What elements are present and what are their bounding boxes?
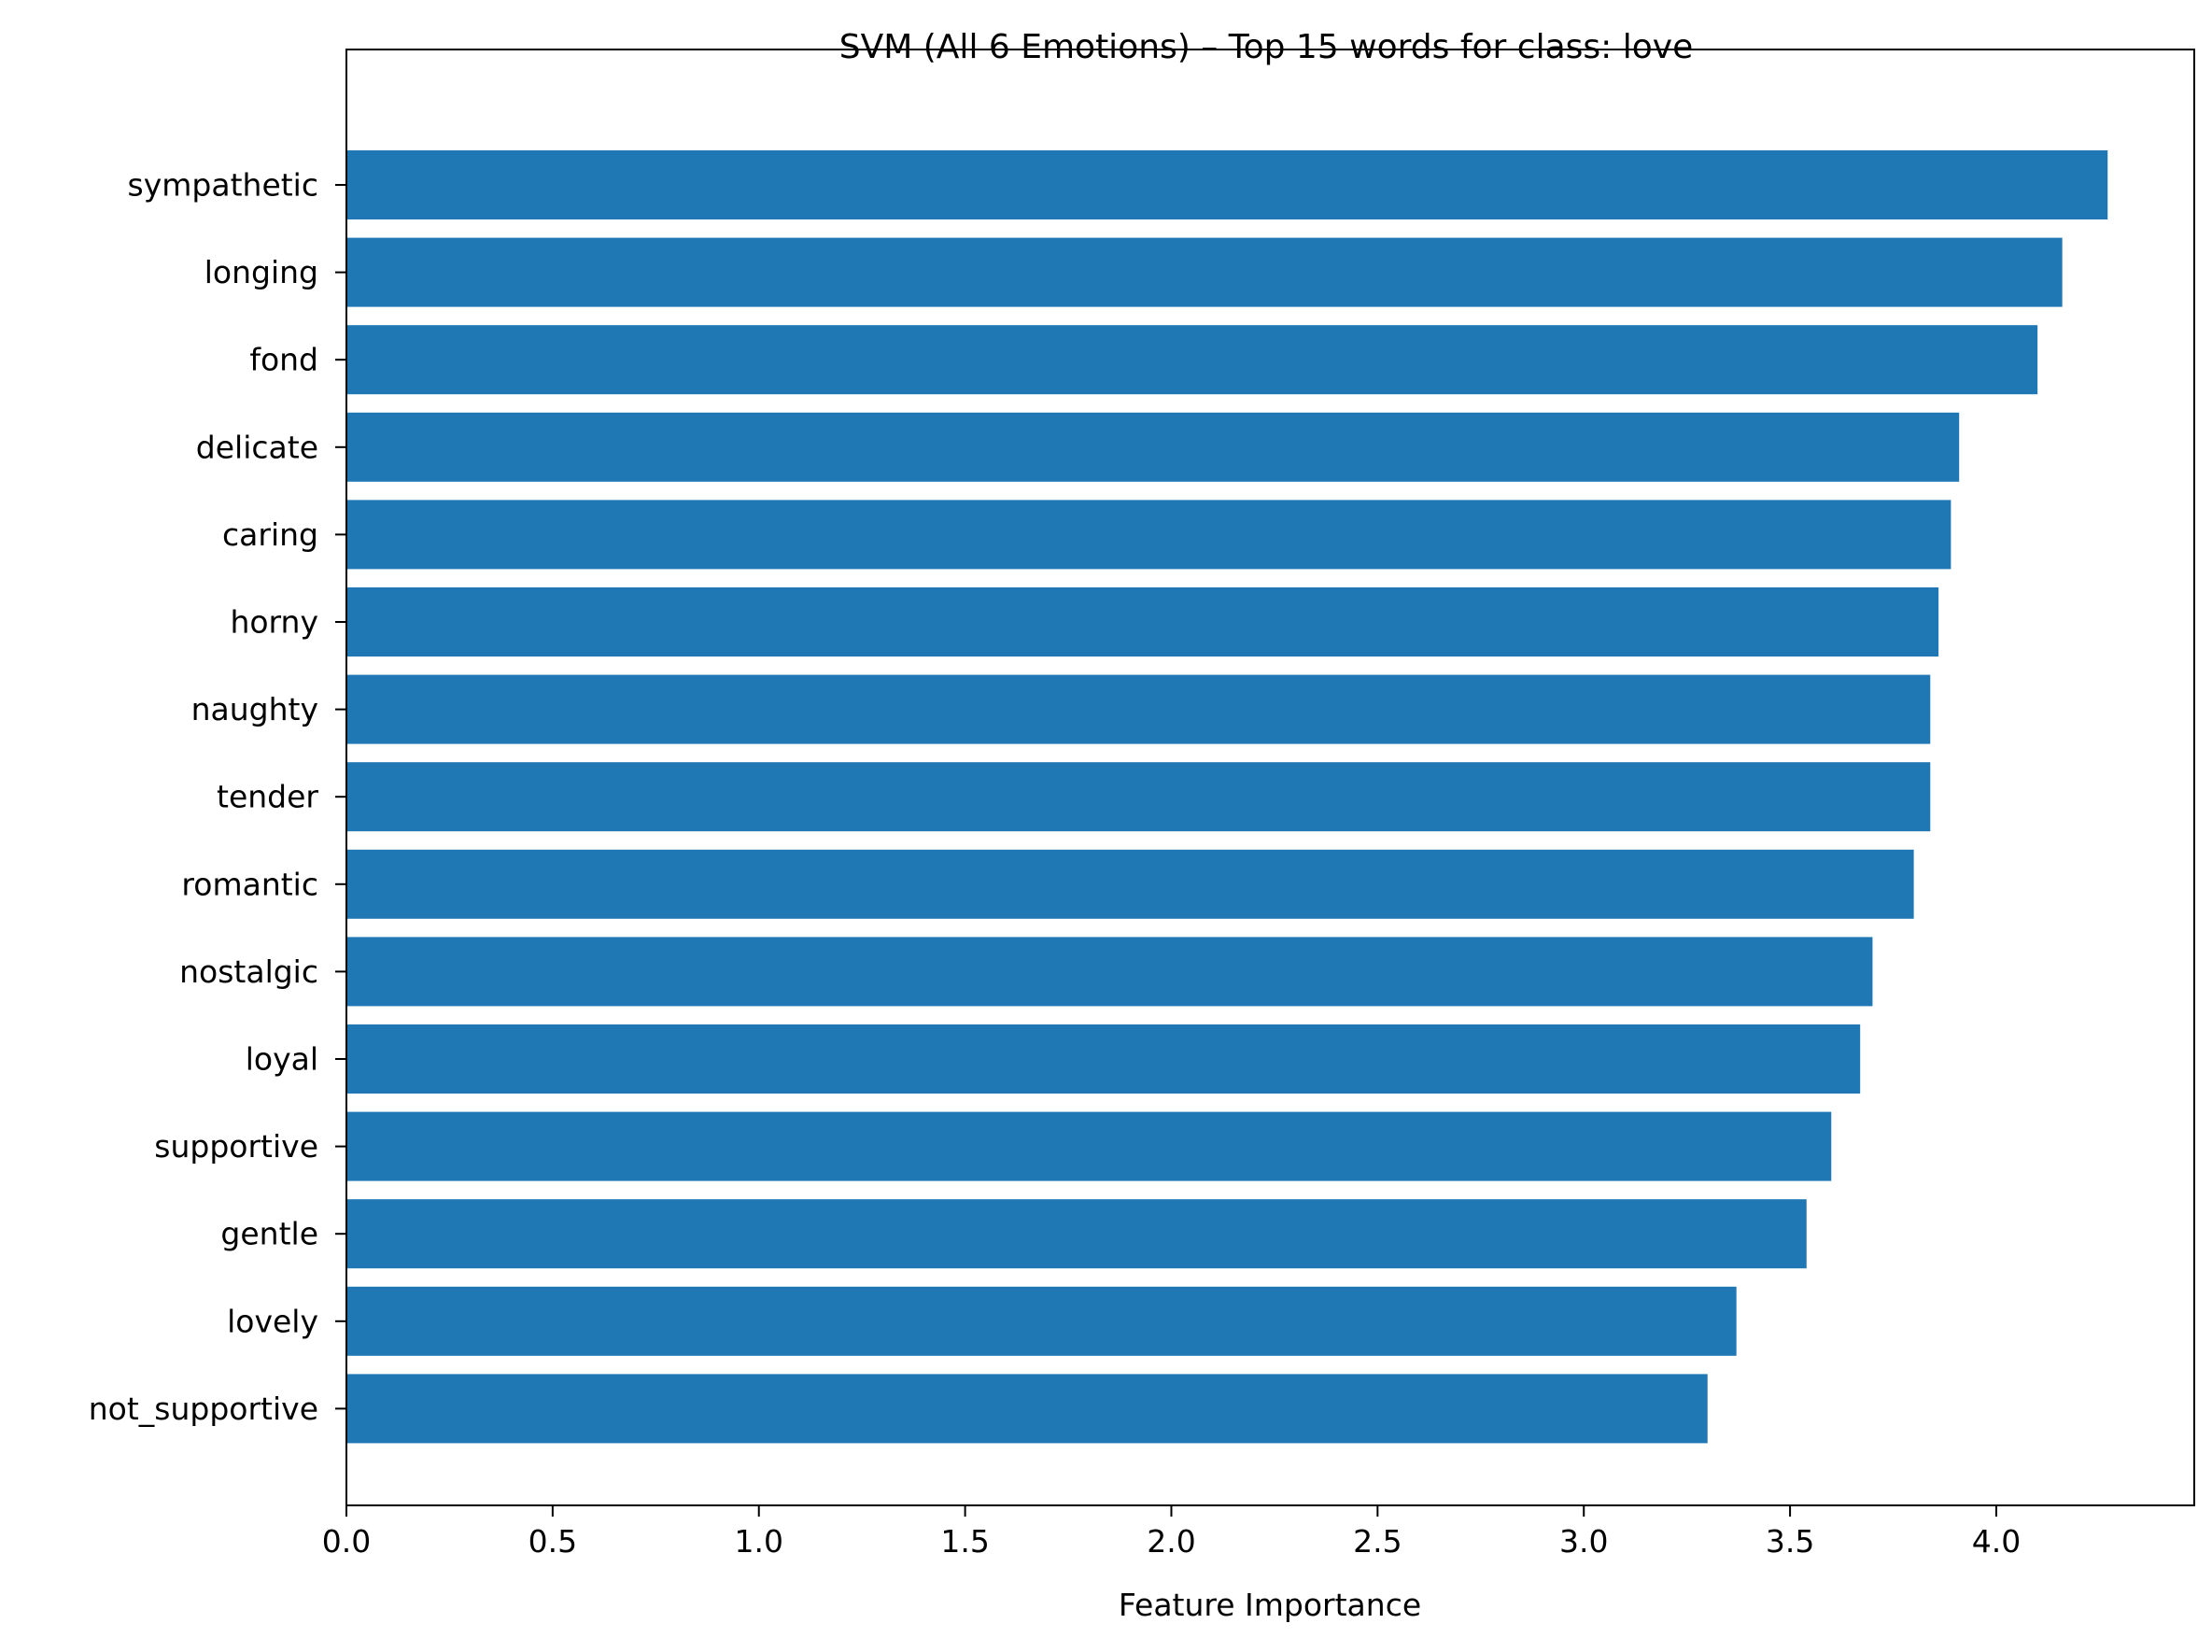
chart-title: SVM (All 6 Emotions) – Top 15 words for …: [839, 28, 1693, 66]
y-tick-label: sympathetic: [128, 167, 318, 204]
bar-tender: [346, 762, 1931, 832]
bar-naughty: [346, 674, 1931, 744]
y-tick-label: not_supportive: [89, 1391, 318, 1427]
x-tick-label: 1.0: [734, 1523, 782, 1560]
x-tick-label: 3.5: [1766, 1523, 1814, 1560]
y-tick-label: supportive: [154, 1128, 318, 1165]
bar-delicate: [346, 412, 1960, 482]
bar-longing: [346, 237, 2063, 307]
y-tick-label: tender: [217, 779, 318, 815]
y-tick-label: naughty: [191, 691, 318, 727]
x-tick-label: 0.0: [322, 1523, 371, 1560]
bar-supportive: [346, 1111, 1832, 1181]
bar-sympathetic: [346, 150, 2108, 219]
x-tick-label: 4.0: [1972, 1523, 2021, 1560]
bar-fond: [346, 325, 2038, 395]
bar-romantic: [346, 849, 1914, 919]
x-tick-label: 3.0: [1559, 1523, 1608, 1560]
y-axis-ticks: sympathetic longing fond delicate caring horn…: [89, 167, 346, 1427]
y-tick-label: lovely: [227, 1303, 318, 1339]
bar-caring: [346, 500, 1951, 570]
x-axis-ticks: 0.0 0.5 1.0 1.5 2.0 2.5 3.0 3.5 4.0: [322, 1505, 2021, 1560]
x-tick-label: 2.5: [1353, 1523, 1402, 1560]
bar-lovely: [346, 1286, 1737, 1356]
bar-loyal: [346, 1024, 1861, 1094]
y-tick-label: caring: [222, 516, 318, 553]
plot-frame: [345, 49, 2195, 1506]
bar-not-supportive: [346, 1374, 1708, 1444]
bar-nostalgic: [346, 937, 1873, 1007]
y-tick-label: romantic: [181, 866, 318, 902]
bar-gentle: [346, 1199, 1807, 1269]
x-tick-label: 1.5: [940, 1523, 989, 1560]
x-tick-label: 0.5: [528, 1523, 577, 1560]
y-tick-label: loyal: [246, 1041, 318, 1078]
y-tick-label: fond: [249, 342, 318, 378]
y-tick-label: horny: [230, 604, 318, 641]
y-tick-label: gentle: [220, 1216, 318, 1252]
x-tick-label: 2.0: [1147, 1523, 1195, 1560]
bar-horny: [346, 587, 1939, 657]
bars-group: [346, 150, 2108, 1444]
y-tick-label: nostalgic: [179, 953, 318, 990]
y-tick-label: longing: [204, 254, 318, 290]
x-axis-label: Feature Importance: [1119, 1587, 1421, 1623]
y-tick-label: delicate: [196, 429, 318, 465]
